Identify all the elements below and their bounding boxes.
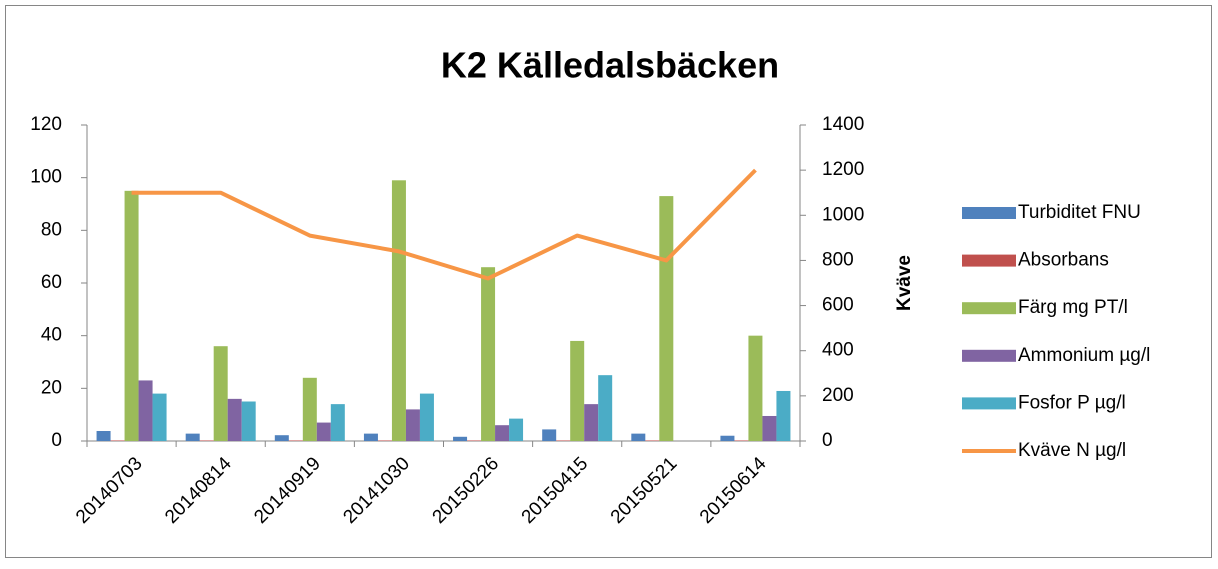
y2-tick-label: 600 [822, 295, 854, 316]
chart-border [5, 5, 1212, 558]
bar [391, 180, 406, 442]
y2-tick-label: 400 [822, 340, 854, 361]
bar [570, 340, 585, 441]
bar [720, 435, 735, 441]
legend-label: Färg mg PT/l [1018, 297, 1128, 318]
bar [631, 433, 646, 441]
bar [659, 196, 674, 441]
y2-tick-label: 1200 [822, 159, 864, 180]
chart-title: K2 Källedalsbäcken [441, 45, 779, 86]
bar [241, 401, 256, 441]
bar [227, 398, 242, 441]
bar [748, 335, 763, 441]
bar [330, 404, 345, 441]
bar [734, 440, 749, 441]
bar [509, 418, 524, 441]
y-tick-label: 80 [41, 219, 62, 240]
bar [556, 440, 571, 441]
y2-tick-label: 0 [822, 430, 833, 451]
y2-tick-label: 800 [822, 249, 854, 270]
bar [453, 436, 468, 441]
bar [302, 377, 317, 441]
bar [363, 433, 378, 441]
bar [274, 435, 289, 441]
bar [110, 440, 125, 441]
bar [542, 429, 557, 441]
y-tick-label: 40 [41, 325, 62, 346]
bar [495, 425, 510, 441]
bar [152, 393, 167, 441]
bar [96, 430, 111, 441]
y2-tick-label: 1000 [822, 204, 864, 225]
bar [762, 415, 777, 441]
bar [138, 380, 153, 441]
bar [405, 409, 420, 441]
legend-swatch [962, 397, 1016, 410]
bar [185, 433, 200, 441]
legend-swatch [962, 207, 1016, 219]
y-tick-label: 60 [41, 272, 62, 293]
y-tick-label: 100 [30, 167, 62, 188]
legend-swatch [962, 254, 1016, 267]
bar [419, 393, 434, 441]
y2-tick-label: 200 [822, 385, 854, 406]
y2-axis-label: Kväve [894, 255, 915, 311]
legend-label: Absorbans [1018, 250, 1109, 271]
bar [377, 440, 392, 441]
bar [776, 390, 791, 441]
bar [124, 190, 139, 441]
legend-swatch [962, 349, 1016, 362]
legend-label: Kväve N µg/l [1018, 440, 1126, 461]
bar [467, 440, 482, 441]
y-tick-label: 120 [30, 114, 62, 135]
legend-swatch [962, 302, 1016, 315]
bar [288, 440, 303, 441]
bar [584, 404, 599, 441]
bar [481, 267, 496, 441]
bar [598, 375, 613, 441]
legend-label: Fosfor P µg/l [1018, 392, 1126, 413]
y-tick-label: 0 [51, 430, 62, 451]
y2-tick-label: 1400 [822, 114, 864, 135]
bar [199, 440, 214, 441]
legend-label: Ammonium µg/l [1018, 345, 1150, 366]
line [131, 168, 757, 281]
bar [645, 440, 660, 441]
bar [213, 346, 228, 441]
legend-label: Turbiditet FNU [1018, 202, 1141, 223]
y-tick-label: 20 [41, 377, 62, 398]
bar [316, 422, 331, 441]
